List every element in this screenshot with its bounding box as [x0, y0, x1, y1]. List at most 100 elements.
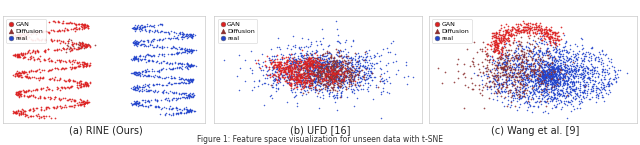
Point	[312, 57, 322, 59]
Point	[350, 63, 360, 65]
Point	[565, 90, 575, 93]
Point	[334, 77, 344, 79]
Point	[291, 94, 301, 96]
Point	[566, 69, 576, 71]
Point	[492, 63, 502, 66]
Point	[535, 58, 545, 61]
Point	[323, 69, 333, 71]
Point	[326, 70, 336, 72]
Point	[28, 115, 38, 117]
Point	[143, 54, 154, 57]
Point	[273, 75, 284, 78]
Point	[152, 70, 162, 72]
Point	[302, 80, 312, 83]
Point	[323, 66, 333, 69]
Point	[157, 47, 168, 49]
Point	[326, 52, 336, 55]
Point	[335, 80, 345, 82]
Point	[81, 43, 92, 45]
Point	[490, 90, 500, 92]
Point	[336, 60, 346, 63]
Point	[129, 40, 140, 42]
Point	[499, 60, 509, 63]
Point	[69, 41, 79, 44]
Point	[376, 73, 386, 75]
Point	[591, 96, 602, 98]
Point	[510, 83, 520, 86]
Point	[307, 74, 317, 76]
Point	[247, 69, 257, 72]
Point	[527, 79, 537, 82]
Point	[543, 37, 554, 40]
Point	[470, 84, 481, 87]
Point	[305, 77, 316, 80]
Point	[8, 34, 18, 36]
Point	[321, 78, 332, 80]
Point	[286, 60, 296, 62]
Point	[568, 105, 578, 107]
Point	[292, 74, 303, 76]
Point	[303, 76, 313, 78]
Point	[300, 57, 310, 60]
Point	[520, 68, 531, 71]
Point	[312, 69, 322, 72]
Point	[328, 77, 338, 80]
Point	[77, 63, 88, 65]
Point	[11, 92, 21, 94]
Point	[340, 55, 351, 57]
Point	[568, 77, 579, 79]
Point	[182, 62, 193, 64]
Point	[544, 29, 554, 31]
Point	[547, 78, 557, 80]
Point	[581, 55, 591, 57]
Point	[14, 92, 24, 95]
Point	[52, 85, 63, 88]
Point	[291, 66, 301, 69]
Point	[547, 77, 557, 79]
Point	[371, 84, 381, 86]
Point	[315, 57, 325, 59]
Point	[294, 65, 305, 68]
Point	[301, 66, 312, 68]
Point	[586, 69, 596, 71]
Point	[295, 69, 305, 71]
Point	[285, 75, 295, 78]
Point	[482, 43, 492, 45]
Point	[18, 38, 28, 40]
Point	[599, 88, 609, 90]
Point	[499, 35, 509, 38]
Point	[523, 78, 533, 80]
Point	[523, 22, 533, 24]
Point	[130, 29, 140, 32]
Point	[349, 71, 360, 73]
Point	[317, 54, 327, 56]
Point	[10, 54, 20, 56]
Point	[503, 92, 513, 94]
Point	[511, 31, 522, 33]
Point	[522, 32, 532, 34]
Point	[33, 77, 43, 79]
Point	[77, 103, 88, 105]
Point	[325, 67, 335, 69]
Point	[321, 90, 332, 93]
Point	[298, 72, 308, 74]
Point	[319, 66, 330, 69]
Point	[564, 70, 575, 72]
Point	[333, 82, 343, 84]
Point	[320, 63, 330, 65]
Point	[152, 83, 162, 85]
Point	[362, 67, 372, 69]
Point	[79, 25, 90, 28]
Point	[516, 64, 526, 66]
Point	[81, 82, 92, 84]
Point	[184, 33, 195, 35]
Point	[307, 82, 317, 85]
Point	[352, 60, 362, 62]
Point	[40, 48, 51, 51]
Point	[131, 55, 141, 58]
Point	[56, 98, 66, 100]
Point	[337, 66, 347, 69]
Point	[507, 28, 517, 30]
Point	[549, 86, 559, 88]
Point	[556, 89, 566, 91]
